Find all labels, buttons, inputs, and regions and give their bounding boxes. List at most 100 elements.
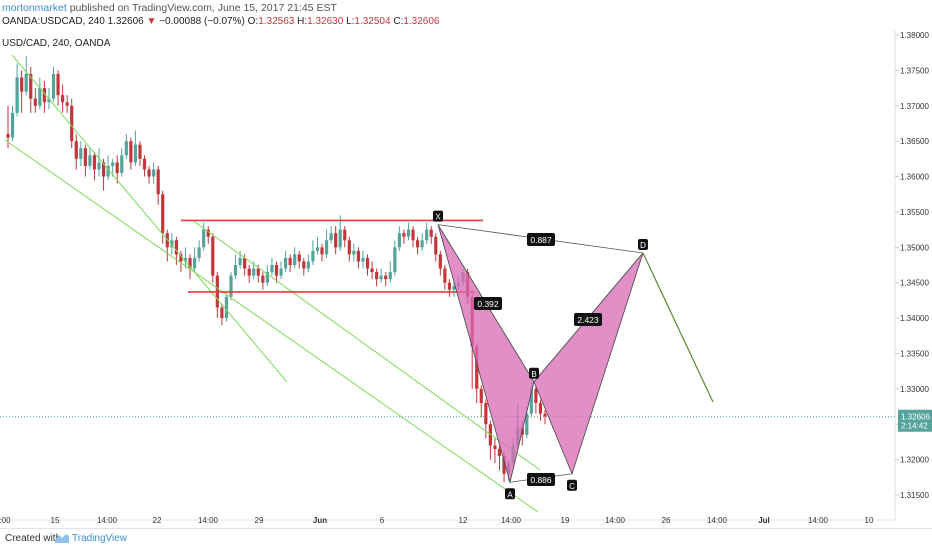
low-label: L: — [346, 16, 355, 27]
candle-body — [211, 236, 215, 276]
projection-line — [642, 252, 714, 403]
price-tick-label: 1.35500 — [900, 208, 929, 217]
pattern-point-badge — [529, 367, 539, 379]
pattern-ratio-badge — [527, 233, 555, 246]
current-price-badge — [898, 409, 932, 432]
candle-body — [443, 268, 447, 283]
candle-body — [279, 268, 283, 276]
pattern-xab-triangle — [437, 224, 535, 484]
candle-body — [142, 158, 147, 170]
candle-body — [438, 254, 442, 269]
time-tick-label: 14:00 — [501, 516, 522, 525]
candle-body — [370, 268, 374, 273]
channel-line-upper — [11, 54, 288, 383]
pattern-point-badge — [638, 238, 648, 250]
candle-body — [233, 265, 238, 276]
candle-body — [352, 250, 356, 255]
candle-body — [311, 250, 315, 262]
candle-body — [42, 88, 47, 103]
candle-body — [174, 240, 178, 255]
candle-body — [365, 257, 370, 269]
candle-body — [361, 257, 365, 262]
pattern-point-label: D — [640, 241, 646, 250]
candle-body — [161, 194, 165, 234]
tradingview-brand[interactable]: TradingView — [72, 533, 128, 544]
time-tick-label: 12 — [459, 516, 468, 525]
candle-body — [388, 272, 392, 280]
candle-body — [115, 162, 119, 173]
price-tick-label: 1.33500 — [900, 349, 929, 358]
candle-body — [525, 413, 529, 435]
candle-body — [270, 265, 274, 273]
candle-body — [38, 88, 42, 106]
candle-body — [179, 254, 183, 262]
candle-body — [484, 403, 488, 425]
price-tick-label: 1.33000 — [900, 385, 929, 394]
candle-body — [111, 162, 115, 166]
candle-body — [375, 272, 379, 280]
pattern-point-label: X — [435, 213, 441, 222]
tradingview-logo-icon — [55, 534, 69, 543]
candle-body — [402, 233, 406, 237]
candle-body — [252, 268, 256, 276]
time-tick-label: 14:00 — [97, 516, 118, 525]
author-link[interactable]: mortonmarket — [2, 2, 67, 14]
candle-body — [493, 445, 497, 449]
candle-body — [343, 229, 347, 241]
candle-body — [347, 240, 351, 255]
candle-body — [106, 165, 110, 177]
candle-body — [415, 240, 420, 248]
price-tick-label: 1.37000 — [900, 102, 929, 111]
pattern-ratio-badge — [474, 297, 502, 310]
candle-body — [6, 134, 10, 138]
candle-body — [324, 240, 329, 255]
candle-body — [192, 257, 197, 269]
candle-body — [284, 257, 288, 269]
low-value: 1.32504 — [354, 16, 391, 27]
candle-body — [256, 268, 260, 276]
price-tick-label: 1.35000 — [900, 243, 929, 252]
candle-body — [338, 229, 342, 248]
pattern-bcd-triangle — [533, 252, 644, 475]
candle-body — [29, 73, 33, 99]
candle-body — [202, 229, 206, 248]
candle-body — [529, 388, 533, 414]
candle-body — [156, 169, 160, 195]
candle-body — [434, 236, 438, 255]
candle-body — [265, 272, 269, 283]
candle-body — [306, 261, 310, 269]
candle-body — [261, 275, 265, 283]
close-value: 1.32606 — [403, 16, 440, 27]
price-tick-label: 1.37500 — [900, 66, 929, 75]
grid — [0, 30, 896, 521]
candle-body — [70, 105, 74, 142]
price-tick-label: 1.34500 — [900, 279, 929, 288]
time-tick-label: 19 — [561, 516, 570, 525]
candle-body — [133, 144, 138, 163]
candle-body — [47, 98, 51, 103]
price-tick-label: 1.38000 — [900, 31, 929, 40]
candle-body — [229, 275, 233, 297]
price-chart[interactable]: X A B C D 0.887 2.423 0.392 0.886 1.38000 1.37500… — [0, 0, 932, 528]
candle-body — [15, 77, 19, 113]
time-tick-label: 14:00 — [707, 516, 728, 525]
pattern-point-label: B — [531, 370, 536, 379]
published-text: published on TradingView.com, June 15, 2… — [69, 2, 337, 14]
candle-body — [397, 233, 401, 248]
footer: Created with TradingView — [0, 528, 932, 551]
time-tick-label: 14:00 — [198, 516, 219, 525]
time-tick-label: 26 — [662, 516, 671, 525]
candle-body — [61, 95, 65, 103]
current-price-label: 1.32606 — [901, 413, 930, 422]
candle-body — [429, 229, 433, 237]
candle-body — [79, 148, 83, 159]
candle-body — [147, 169, 151, 177]
pattern-ratio-label: 0.886 — [530, 475, 552, 485]
pattern-ratio-label: 2.423 — [577, 315, 599, 325]
symbol-interval: OANDA:USDCAD, 240 — [2, 16, 105, 27]
pattern-ratio-badge — [574, 313, 602, 326]
candle-body — [65, 102, 69, 106]
channel-line-lower — [4, 139, 539, 513]
axes: 1.38000 1.37500 1.37000 1.36500 1.36000 1.355… — [0, 31, 932, 525]
candle-body — [274, 265, 279, 276]
